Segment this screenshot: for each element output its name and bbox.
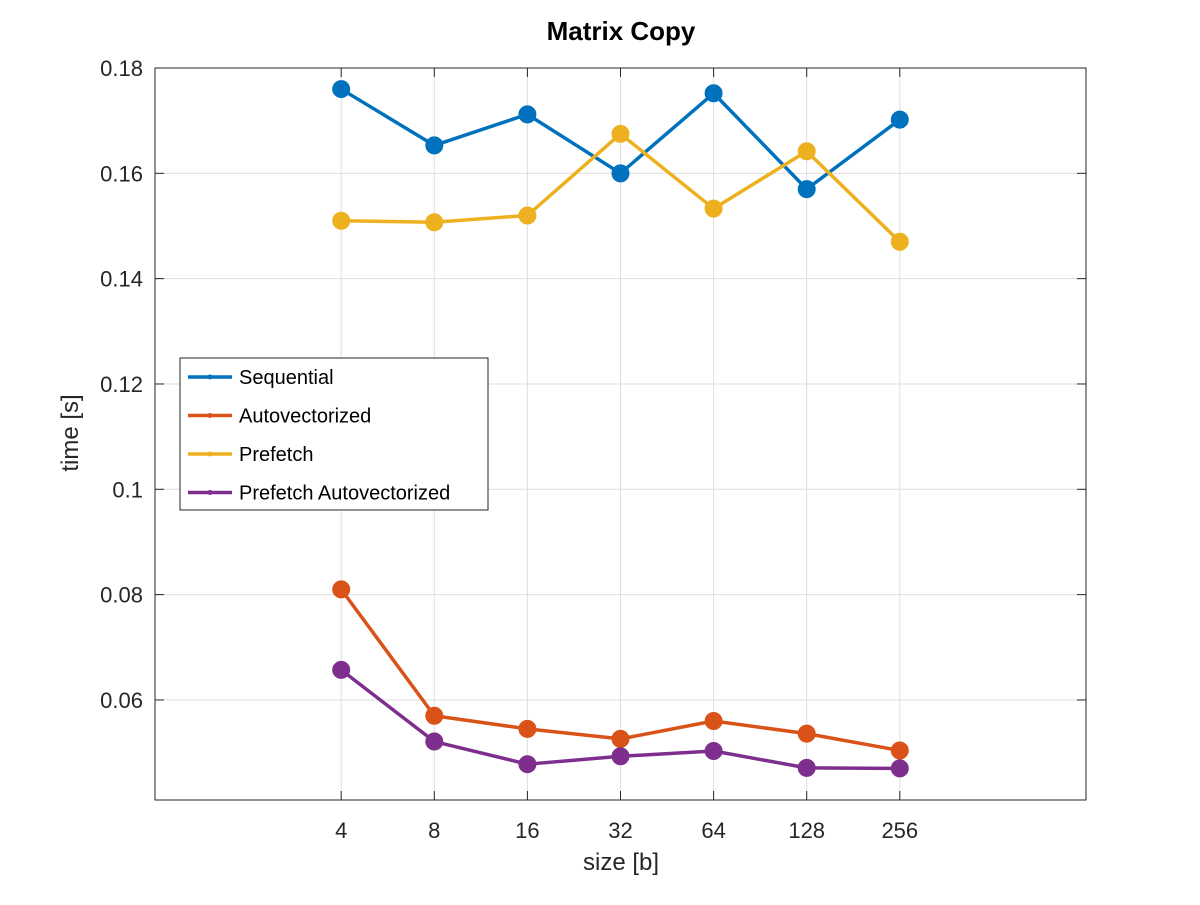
legend-item: Sequential: [188, 367, 334, 389]
data-point: [332, 211, 351, 230]
data-point: [518, 719, 537, 738]
x-tick-label: 32: [608, 818, 632, 843]
legend-label: Sequential: [239, 367, 334, 389]
data-point: [332, 660, 351, 679]
legend: Sequential Autovectorized Prefetch Prefetch…: [179, 357, 489, 511]
data-point: [797, 724, 816, 743]
data-point: [611, 729, 630, 748]
legend-label: Autovectorized: [239, 406, 371, 428]
data-point: [797, 758, 816, 777]
x-tick-label: 8: [428, 818, 440, 843]
data-point: [518, 105, 537, 124]
series-prefetch-autovectorized: [332, 660, 909, 778]
legend-swatch-marker: [207, 413, 213, 418]
legend-box: [179, 357, 489, 511]
y-tick-label: 0.12: [100, 372, 143, 397]
data-point: [890, 759, 909, 778]
data-point: [611, 124, 630, 143]
legend-item: Prefetch Autovectorized: [188, 483, 450, 505]
data-point: [797, 180, 816, 199]
x-tick-label: 4: [335, 818, 347, 843]
x-axis-label: size [b]: [583, 849, 659, 876]
legend-item: Prefetch: [188, 444, 313, 466]
y-tick-label: 0.16: [100, 161, 143, 186]
data-point: [425, 732, 444, 751]
data-point: [425, 213, 444, 232]
data-point: [425, 136, 444, 155]
legend-label: Prefetch: [239, 444, 313, 466]
legend-label: Prefetch Autovectorized: [239, 483, 450, 505]
axes: 4 8 16 32 64 128 256 0.06 0.08 0.1 0.12 0.14 0.16 0.1…: [100, 56, 1087, 843]
data-point: [518, 206, 537, 225]
y-tick-label: 0.1: [112, 477, 143, 502]
data-point: [797, 142, 816, 161]
x-tick-label: 128: [788, 818, 825, 843]
legend-swatch-marker: [207, 490, 213, 495]
legend-swatch-marker: [207, 374, 213, 380]
data-point: [704, 712, 723, 731]
series-autovectorized: [332, 580, 909, 760]
data-point: [425, 706, 444, 725]
x-tick-label: 256: [881, 818, 918, 843]
data-point: [332, 580, 351, 599]
data-point: [704, 742, 723, 761]
data-point: [332, 80, 351, 99]
chart-title: Matrix Copy: [547, 16, 696, 46]
x-tick-label: 64: [701, 818, 725, 843]
plot-frame: [154, 67, 1087, 801]
data-point: [890, 232, 909, 251]
y-tick-label: 0.06: [100, 688, 143, 713]
series-prefetch: [332, 124, 909, 251]
data-point: [704, 84, 723, 103]
y-axis-label: time [s]: [57, 394, 84, 471]
data-point: [890, 110, 909, 129]
series-sequential: [332, 80, 909, 199]
series-group: [332, 80, 909, 778]
data-point: [704, 199, 723, 218]
y-tick-label: 0.08: [100, 583, 143, 608]
data-point: [611, 747, 630, 766]
legend-item: Autovectorized: [188, 406, 371, 428]
legend-swatch-marker: [207, 451, 213, 457]
x-tick-label: 16: [515, 818, 539, 843]
data-point: [518, 755, 537, 774]
y-tick-label: 0.14: [100, 267, 143, 292]
data-point: [611, 164, 630, 183]
y-tick-label: 0.18: [100, 56, 143, 81]
data-point: [890, 741, 909, 760]
